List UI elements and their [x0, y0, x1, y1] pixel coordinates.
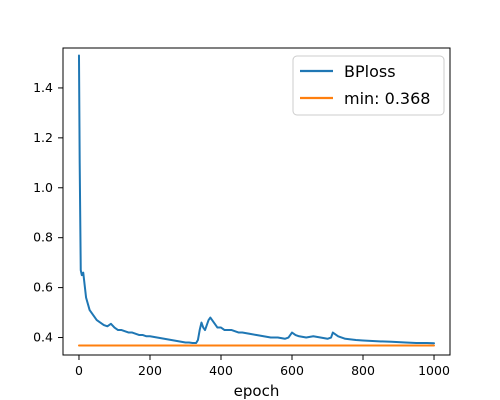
x-tick-label: 600: [280, 363, 304, 378]
y-tick-label: 0.4: [33, 330, 53, 345]
y-tick-label: 1.4: [33, 80, 53, 95]
legend-label-min: min: 0.368: [344, 89, 430, 108]
y-tick-label: 0.6: [33, 280, 53, 295]
x-axis-ticks: 0 200 400 600 800 1000: [75, 355, 450, 378]
y-tick-label: 0.8: [33, 230, 53, 245]
x-tick-label: 800: [351, 363, 375, 378]
series-layer: [77, 54, 436, 347]
y-axis-ticks: 0.4 0.6 0.8 1.0 1.2 1.4: [33, 80, 63, 345]
x-tick-label: 1000: [418, 363, 450, 378]
y-tick-label: 1.2: [33, 130, 53, 145]
legend-label-bploss: BPloss: [344, 62, 396, 81]
x-tick-label: 200: [138, 363, 162, 378]
legend: BPloss min: 0.368: [292, 55, 445, 116]
x-tick-label: 400: [209, 363, 233, 378]
bploss-series-line: [77, 54, 436, 345]
y-tick-label: 1.0: [33, 180, 53, 195]
x-axis-label: epoch: [234, 382, 280, 400]
x-tick-label: 0: [75, 363, 83, 378]
